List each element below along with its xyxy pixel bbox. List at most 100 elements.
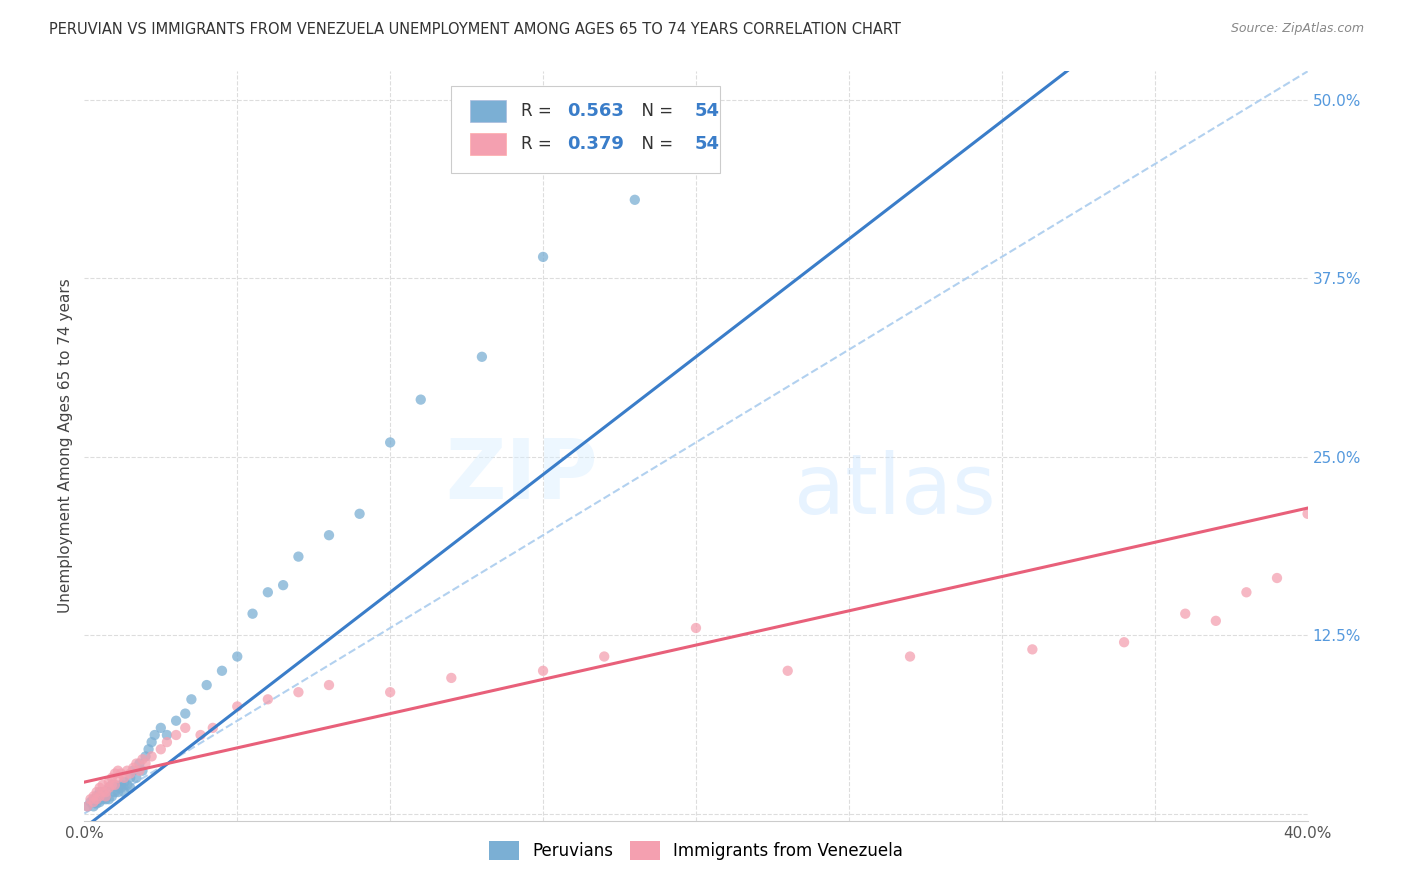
- Text: N =: N =: [631, 102, 679, 120]
- Point: [242, 607, 264, 621]
- Point: [211, 664, 233, 678]
- Point: [128, 764, 150, 778]
- Point: [97, 792, 120, 806]
- Point: [83, 795, 105, 809]
- Point: [83, 789, 105, 804]
- Point: [115, 764, 138, 778]
- Point: [131, 764, 153, 778]
- Point: [149, 742, 172, 756]
- Point: [107, 780, 129, 795]
- Point: [156, 735, 179, 749]
- Point: [1296, 507, 1319, 521]
- Point: [76, 799, 98, 814]
- Point: [195, 678, 218, 692]
- Point: [624, 193, 647, 207]
- Text: 54: 54: [695, 102, 720, 120]
- Point: [86, 789, 108, 804]
- Point: [94, 785, 117, 799]
- Point: [89, 795, 111, 809]
- Point: [107, 771, 129, 785]
- Point: [91, 785, 114, 799]
- Point: [257, 692, 280, 706]
- Point: [110, 766, 132, 780]
- Point: [143, 728, 166, 742]
- Point: [101, 789, 124, 804]
- Point: [107, 764, 129, 778]
- Point: [94, 789, 117, 804]
- Point: [110, 778, 132, 792]
- Point: [104, 778, 127, 792]
- FancyBboxPatch shape: [470, 133, 506, 155]
- Point: [120, 771, 142, 785]
- Text: ZIP: ZIP: [446, 435, 598, 516]
- Point: [107, 785, 129, 799]
- Point: [122, 764, 145, 778]
- Point: [110, 780, 132, 795]
- Point: [380, 685, 402, 699]
- Point: [165, 728, 187, 742]
- Legend: Peruvians, Immigrants from Venezuela: Peruvians, Immigrants from Venezuela: [481, 832, 911, 869]
- Point: [76, 799, 98, 814]
- Point: [141, 749, 163, 764]
- Point: [79, 792, 101, 806]
- Point: [91, 778, 114, 792]
- Point: [104, 766, 127, 780]
- Text: N =: N =: [631, 135, 679, 153]
- Point: [349, 507, 371, 521]
- Point: [685, 621, 707, 635]
- Point: [1114, 635, 1136, 649]
- Point: [128, 756, 150, 771]
- Point: [593, 649, 616, 664]
- Point: [86, 792, 108, 806]
- Text: atlas: atlas: [794, 450, 995, 532]
- Point: [776, 664, 799, 678]
- Point: [1174, 607, 1197, 621]
- Point: [120, 780, 142, 795]
- Point: [89, 785, 111, 799]
- Point: [174, 706, 197, 721]
- Point: [125, 756, 148, 771]
- Point: [156, 728, 179, 742]
- Point: [409, 392, 432, 407]
- Text: R =: R =: [522, 102, 557, 120]
- Point: [165, 714, 187, 728]
- Point: [141, 735, 163, 749]
- Point: [86, 785, 108, 799]
- Point: [101, 771, 124, 785]
- Point: [257, 585, 280, 599]
- Point: [898, 649, 921, 664]
- Point: [531, 664, 554, 678]
- Point: [125, 771, 148, 785]
- Point: [120, 766, 142, 780]
- Point: [94, 789, 117, 804]
- Point: [91, 785, 114, 799]
- Text: 54: 54: [695, 135, 720, 153]
- Point: [440, 671, 463, 685]
- Point: [135, 756, 157, 771]
- Point: [226, 649, 249, 664]
- Point: [1236, 585, 1258, 599]
- Point: [138, 742, 160, 756]
- Point: [1021, 642, 1043, 657]
- FancyBboxPatch shape: [470, 100, 506, 122]
- Point: [318, 678, 340, 692]
- Point: [104, 785, 127, 799]
- Point: [380, 435, 402, 450]
- Point: [101, 778, 124, 792]
- Point: [94, 792, 117, 806]
- Text: R =: R =: [522, 135, 557, 153]
- Point: [287, 685, 309, 699]
- Point: [135, 749, 157, 764]
- Point: [86, 797, 108, 811]
- Point: [149, 721, 172, 735]
- Point: [112, 785, 135, 799]
- Point: [1205, 614, 1227, 628]
- Point: [112, 771, 135, 785]
- Point: [91, 792, 114, 806]
- Point: [115, 778, 138, 792]
- Text: 0.563: 0.563: [568, 102, 624, 120]
- Point: [97, 780, 120, 795]
- Point: [122, 761, 145, 775]
- Point: [318, 528, 340, 542]
- Text: 0.379: 0.379: [568, 135, 624, 153]
